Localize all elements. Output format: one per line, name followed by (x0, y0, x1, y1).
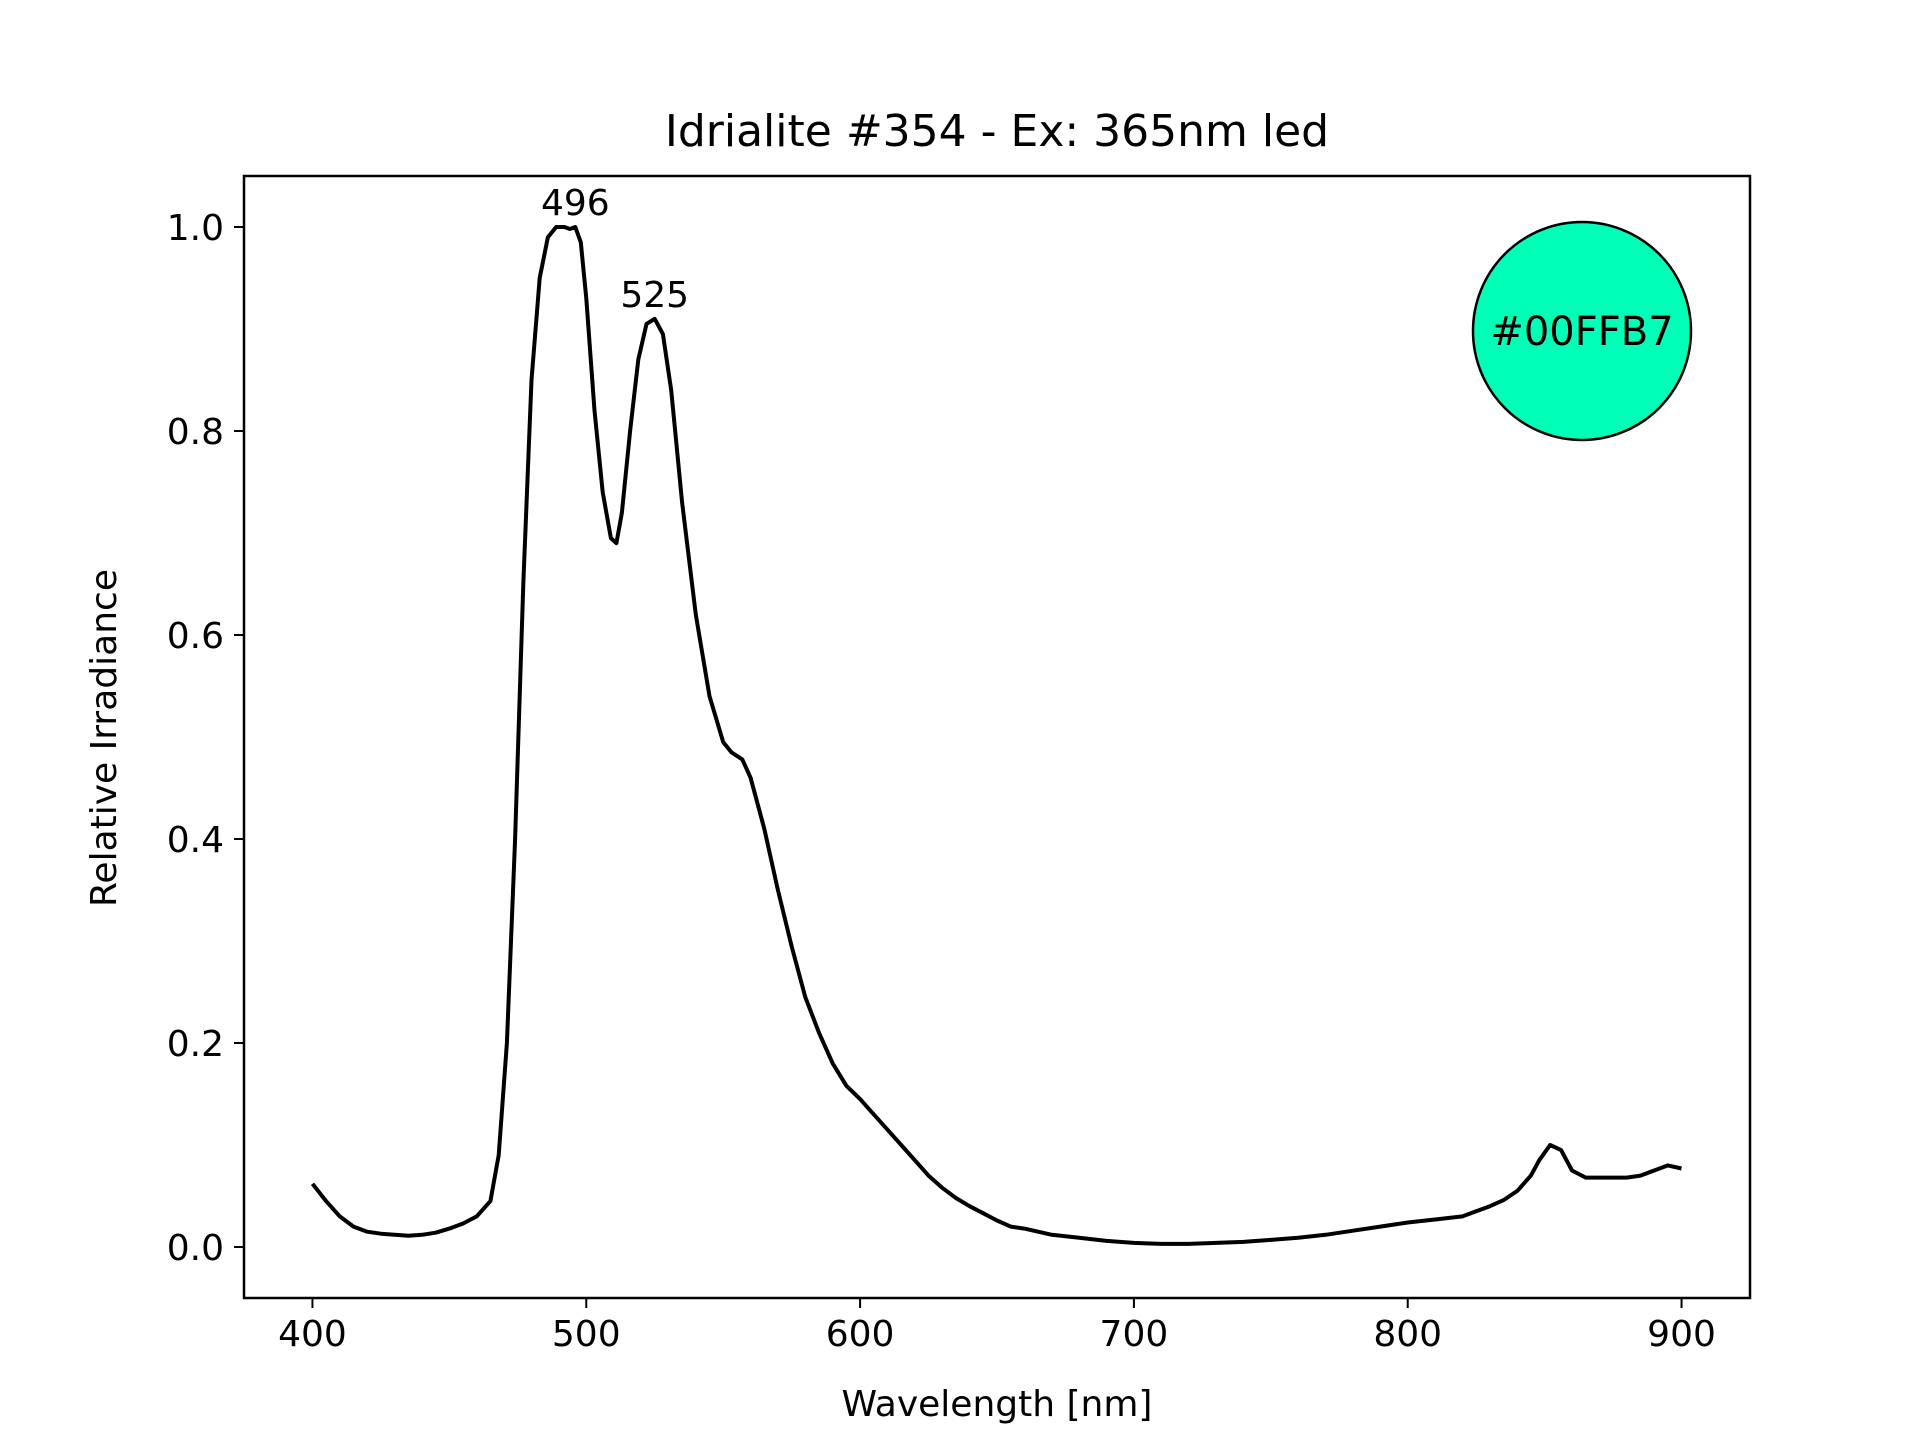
x-tick-label: 700 (1100, 1314, 1169, 1355)
x-tick-label: 800 (1373, 1314, 1442, 1355)
peak-annotation: 496 (541, 183, 610, 224)
chart-title: Idrialite #354 - Ex: 365nm led (665, 106, 1329, 157)
y-tick-label: 1.0 (167, 208, 224, 249)
plot-area: 400 500 600 700 800 900 0.0 0.2 0.4 0.6 0.8 1.0 496 5… (167, 174, 1752, 1355)
y-tick-label: 0.2 (167, 1024, 224, 1065)
plot-frame (242, 174, 1752, 1300)
y-axis-label: Relative Irradiance (84, 569, 125, 907)
x-tick-label: 500 (552, 1314, 621, 1355)
y-tick-label: 0.0 (167, 1228, 224, 1269)
color-swatch-label: #00FFB7 (1490, 309, 1673, 355)
color-swatch (1471, 220, 1693, 442)
y-tick-label: 0.4 (167, 820, 224, 861)
x-tick-label: 900 (1647, 1314, 1716, 1355)
y-tick-label: 0.6 (167, 616, 224, 657)
x-tick-label: 400 (278, 1314, 347, 1355)
x-axis-label: Wavelength [nm] (842, 1384, 1153, 1425)
x-tick-label: 600 (826, 1314, 895, 1355)
y-tick-label: 0.8 (167, 412, 224, 453)
peak-annotation: 525 (620, 275, 689, 316)
spectrum-line (310, 225, 1682, 1246)
